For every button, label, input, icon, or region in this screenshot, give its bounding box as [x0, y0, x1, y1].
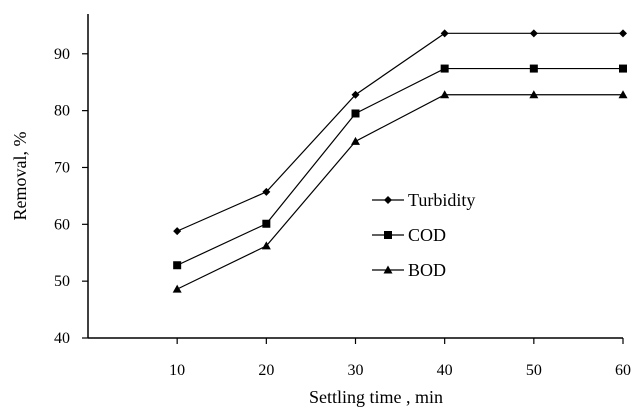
data-point-turbidity	[619, 29, 627, 38]
series-cod	[173, 64, 627, 270]
x-tick-label: 60	[615, 362, 631, 379]
legend-label-bod: BOD	[408, 260, 446, 280]
series-turbidity	[173, 29, 627, 236]
data-point-bod	[172, 284, 182, 293]
data-point-bod	[351, 136, 360, 145]
x-tick-label: 10	[169, 362, 185, 379]
series-group	[172, 29, 628, 293]
data-point-turbidity	[262, 187, 271, 196]
series-line-cod	[176, 67, 623, 266]
x-ticks: 10 20 30 40 50 60	[169, 338, 631, 379]
y-tick-label: 90	[54, 46, 70, 63]
data-point-turbidity	[529, 29, 538, 38]
legend-item-turbidity: Turbidity	[372, 190, 475, 210]
data-point-cod	[529, 64, 538, 73]
x-tick-label: 40	[437, 362, 453, 379]
data-point-bod	[529, 90, 539, 99]
y-tick-label: 60	[54, 216, 70, 233]
y-tick-label: 50	[54, 273, 70, 290]
y-tick-label: 40	[54, 330, 70, 347]
y-axis-title: Removal, %	[10, 132, 30, 221]
legend: Turbidity COD BOD	[372, 190, 475, 280]
y-tick-label: 80	[54, 103, 70, 120]
axes	[87, 14, 623, 339]
x-axis-title: Settling time , min	[309, 387, 443, 407]
legend-marker-bod	[383, 265, 393, 274]
legend-item-bod: BOD	[372, 260, 446, 280]
data-point-bod	[618, 90, 628, 99]
data-point-turbidity	[173, 227, 182, 236]
x-tick-label: 20	[258, 362, 274, 379]
legend-label-turbidity: Turbidity	[408, 190, 475, 210]
series-line-turbidity	[176, 32, 623, 232]
data-point-cod	[440, 64, 449, 73]
data-point-turbidity	[351, 90, 360, 99]
series-line-bod	[176, 94, 623, 290]
data-point-bod	[261, 241, 271, 250]
legend-marker-turbidity	[384, 196, 392, 204]
data-point-cod	[262, 219, 271, 228]
legend-label-cod: COD	[408, 225, 446, 245]
x-tick-label: 30	[348, 362, 364, 379]
data-point-bod	[440, 90, 450, 99]
data-point-cod	[619, 64, 627, 73]
legend-marker-cod	[384, 231, 392, 239]
data-point-cod	[351, 109, 360, 118]
data-point-turbidity	[440, 29, 449, 38]
data-point-cod	[173, 261, 182, 270]
y-ticks: 40 50 60 70 80 90	[54, 46, 88, 347]
legend-item-cod: COD	[372, 225, 446, 245]
x-tick-label: 50	[526, 362, 542, 379]
series-bod	[172, 90, 628, 293]
y-tick-label: 70	[54, 159, 70, 176]
